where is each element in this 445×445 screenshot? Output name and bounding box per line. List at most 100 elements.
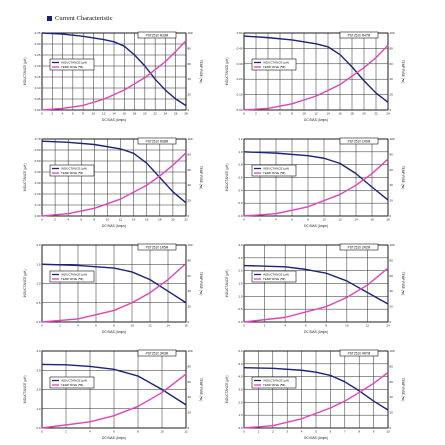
temp-rise-curve	[41, 152, 187, 217]
x-axis-label: DC BIAS (Amps)	[102, 224, 126, 228]
legend-box	[49, 376, 95, 389]
x-tick-label: 16	[184, 324, 188, 328]
y2-tick-label: 60	[390, 62, 394, 66]
x-tick-label: 2	[264, 324, 266, 328]
y2-tick-label: 80	[188, 46, 192, 50]
y-tick-label: 0.10	[35, 86, 41, 90]
x-tick-label: 22	[184, 218, 188, 222]
x-tick-label: 5	[315, 430, 317, 434]
x-tick-label: 16	[338, 112, 342, 116]
x-tick-label: 26	[174, 112, 178, 116]
title-box	[339, 349, 379, 357]
legend-label: INDUCTANCE (µH)	[263, 61, 289, 65]
y-tick-label: 0.2	[238, 201, 243, 205]
y2-tick-label: 80	[188, 364, 192, 368]
y2-axis-label: TEMP RISE (℃)	[199, 60, 203, 84]
legend-label: TEMP RISE (℃)	[263, 277, 285, 281]
chart-title: PST2510 R68M	[146, 139, 169, 143]
y2-tick-label: 40	[188, 77, 192, 81]
chart-svg: 0 2 4 6 8 10 12 14 16 18 20 22 24 26 280.000.050.100.1…	[23, 31, 203, 122]
y-tick-label: 2.0	[238, 400, 243, 404]
y2-tick-label: 0	[188, 320, 190, 324]
y-axis-label: INDUCTANCE (µH)	[225, 270, 229, 298]
y2-tick-label: 20	[390, 305, 394, 309]
x-tick-label: 0	[41, 112, 43, 116]
x-tick-label: 6	[113, 430, 115, 434]
y-axis-label: INDUCTANCE (µH)	[225, 376, 229, 404]
y2-tick-label: 100	[390, 137, 395, 141]
title-box	[137, 31, 177, 39]
x-tick-label: 10	[160, 430, 164, 434]
x-tick-label: 4	[67, 218, 69, 222]
y-axis-label: INDUCTANCE (µH)	[23, 270, 27, 298]
y2-tick-label: 20	[390, 199, 394, 203]
x-tick-label: 2	[65, 430, 67, 434]
y-tick-label: 2.0	[36, 388, 41, 392]
x-tick-label: 0	[41, 430, 43, 434]
plot-frame	[243, 350, 389, 429]
y2-tick-label: 100	[188, 243, 193, 247]
y2-tick-label: 0	[390, 320, 392, 324]
y2-axis-label: TEMP RISE (℃)	[199, 272, 203, 296]
y-tick-label: 3.0	[238, 388, 243, 392]
y-tick-label: 0.00	[237, 108, 243, 112]
inductance-curve	[41, 263, 187, 304]
y-tick-label: 0.15	[35, 75, 41, 79]
y-axis-label: INDUCTANCE (µH)	[23, 376, 27, 404]
y2-tick-label: 40	[390, 289, 394, 293]
y2-axis-label: TEMP RISE (℃)	[401, 166, 405, 190]
y2-tick-label: 60	[188, 168, 192, 172]
y2-tick-label: 0	[390, 214, 392, 218]
x-tick-label: 6	[305, 324, 307, 328]
y2-tick-label: 60	[390, 274, 394, 278]
legend-label: TEMP RISE (℃)	[263, 65, 285, 69]
x-tick-label: 12	[102, 112, 106, 116]
y2-tick-label: 100	[188, 31, 193, 35]
y2-tick-label: 20	[390, 93, 394, 97]
x-tick-label: 24	[164, 112, 168, 116]
inductance-curve	[243, 35, 389, 103]
x-axis-label: DC BIAS (Amps)	[102, 118, 126, 122]
legend-box	[251, 164, 297, 177]
legend-box	[251, 270, 297, 283]
x-tick-label: 4	[275, 218, 277, 222]
y-tick-label: 0.00	[35, 108, 41, 112]
plot-frame	[41, 138, 187, 217]
chart-3: 0 2 4 6 8 10 12 14 16 18 20 22 0.00 0.10 0.20 0.30 0.40 0…	[20, 134, 210, 230]
x-tick-label: 1	[258, 430, 260, 434]
y-tick-label: 0.20	[237, 77, 243, 81]
y-tick-label: 0.10	[35, 203, 41, 207]
y2-tick-label: 0	[390, 426, 392, 430]
x-tick-label: 8	[94, 218, 96, 222]
inductance-curve	[243, 366, 389, 411]
x-tick-label: 8	[325, 324, 327, 328]
y-tick-label: 1.5	[238, 282, 243, 286]
x-tick-label: 2	[259, 218, 261, 222]
y2-tick-label: 100	[188, 349, 193, 353]
y2-tick-label: 100	[390, 243, 395, 247]
chart-title: PST2510 R33M	[146, 33, 169, 37]
y-tick-label: 3.0	[238, 243, 243, 247]
y2-tick-label: 80	[188, 258, 192, 262]
x-tick-label: 20	[143, 112, 147, 116]
y2-axis-label: TEMP RISE (℃)	[401, 378, 405, 402]
chart-svg: 0 2 4 6 8 10 12 14 16 18 20 22 240.000.100.200.300.4…	[225, 31, 405, 122]
chart-6: 0 2 4 6 8 10 12 14 0.0 0.5 1.0 1.5 2.0 2.5 3.0 0 20 40 60 8…	[222, 240, 412, 336]
inductance-curve	[41, 32, 187, 107]
legend-box	[49, 58, 95, 71]
y-tick-label: 0.0	[36, 320, 41, 324]
y2-tick-label: 100	[188, 137, 193, 141]
y-tick-label: 2.0	[238, 269, 243, 273]
y2-tick-label: 60	[390, 380, 394, 384]
x-tick-label: 0	[243, 218, 245, 222]
x-tick-label: 18	[133, 112, 137, 116]
x-tick-label: 8	[82, 112, 84, 116]
y-tick-label: 0.6	[238, 176, 243, 180]
y-tick-label: 4.0	[238, 375, 243, 379]
chart-svg: 0 2 4 6 8 10 12 14 16 18 0.0 0.2 0.4 0.6 0.8 1.0 1.2 0 20 4…	[225, 137, 405, 228]
y-tick-label: 0.40	[237, 46, 243, 50]
x-tick-label: 8	[358, 430, 360, 434]
x-tick-label: 4	[284, 324, 286, 328]
x-tick-label: 6	[80, 218, 82, 222]
temp-rise-curve	[243, 371, 389, 429]
